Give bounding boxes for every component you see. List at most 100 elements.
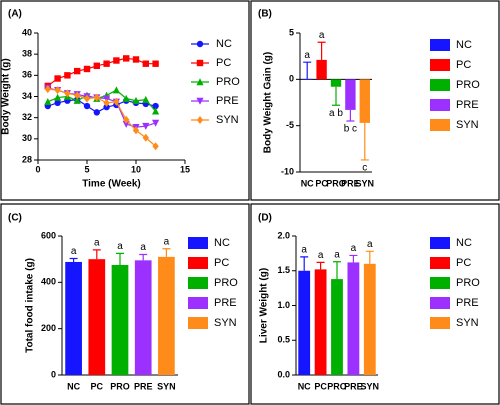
x-tick-label: PC: [314, 381, 327, 391]
marker: [132, 126, 140, 135]
panel-title: (A): [8, 9, 22, 20]
y-tick-label: 28: [22, 154, 32, 164]
legend-label: PC: [214, 257, 229, 269]
marker: [103, 103, 110, 111]
marker: [142, 122, 150, 130]
series-line: [47, 57, 156, 87]
legend-swatch: [188, 237, 208, 249]
legend-label: PRO: [214, 277, 238, 289]
bar: [302, 78, 313, 80]
x-tick-label: NC: [67, 381, 80, 391]
y-tick-label: 2.0: [277, 230, 290, 240]
bar: [345, 79, 356, 110]
legend-swatch: [188, 297, 208, 309]
marker: [64, 72, 71, 79]
x-tick-label: PC: [91, 381, 104, 391]
legend-label: SYN: [456, 119, 479, 131]
marker: [74, 91, 81, 100]
marker: [152, 107, 160, 115]
legend-label: SYN: [456, 317, 479, 329]
legend-label: NC: [216, 38, 232, 50]
x-tick-label: 10: [131, 164, 141, 174]
y-tick-label: 1.0: [277, 300, 290, 310]
panel-frame: [0, 0, 250, 201]
x-tick-label: NC: [301, 178, 314, 188]
legend-label: NC: [214, 237, 230, 249]
marker: [132, 96, 140, 104]
marker: [54, 86, 61, 95]
marker: [93, 62, 100, 70]
marker: [152, 102, 159, 110]
legend-swatch: [188, 257, 208, 269]
y-tick-label: -10: [281, 166, 294, 176]
legend-label: SYN: [214, 317, 237, 329]
bar: [363, 263, 376, 375]
marker: [142, 60, 149, 67]
annotation: c: [362, 163, 367, 174]
error-bar: [303, 61, 312, 79]
bar: [298, 270, 311, 375]
annotation: a: [367, 239, 373, 250]
y-tick-label: 0.0: [277, 369, 290, 379]
x-tick-label: NC: [298, 381, 311, 391]
legend-swatch: [430, 119, 450, 131]
marker: [73, 96, 81, 104]
x-tick-label: PRO: [326, 178, 346, 188]
marker: [44, 85, 51, 94]
panel-frame: [0, 203, 250, 405]
annotation: a: [94, 238, 100, 249]
y-axis-label: Total food intake (g): [25, 258, 36, 353]
legend-label: PC: [456, 257, 471, 269]
y-tick-label: 34: [22, 91, 32, 101]
marker: [132, 56, 140, 63]
bar: [314, 269, 327, 375]
bar: [88, 259, 106, 375]
panel-title: (C): [8, 213, 22, 224]
x-tick-label: 5: [84, 164, 89, 174]
annotation: a: [140, 242, 146, 253]
y-tick-label: 32: [22, 112, 32, 122]
y-tick-label: -5: [286, 120, 294, 130]
y-tick-label: 200: [41, 323, 56, 333]
y-tick-label: 0: [51, 369, 56, 379]
marker: [93, 93, 100, 102]
legend-swatch: [188, 277, 208, 289]
legend-swatch: [430, 277, 450, 289]
legend-swatch: [430, 79, 450, 91]
annotation: a: [318, 250, 324, 261]
error-bar: [349, 254, 358, 263]
legend-swatch: [188, 317, 208, 329]
marker: [54, 75, 61, 82]
annotation: a: [334, 249, 340, 260]
y-tick-label: 400: [41, 277, 56, 287]
error-bar: [92, 249, 101, 260]
annotation: a: [351, 243, 357, 254]
x-tick-label: PRE: [134, 381, 153, 391]
y-tick-label: 600: [41, 230, 56, 240]
marker: [83, 65, 91, 73]
x-tick-label: 15: [180, 164, 190, 174]
legend-label: PRE: [456, 297, 479, 309]
bar: [134, 260, 152, 375]
legend-label: PC: [456, 59, 471, 71]
panel-title: (B): [258, 9, 272, 20]
legend-label: PRE: [216, 95, 239, 107]
marker: [196, 78, 204, 86]
y-axis-label: Body Weight (g): [1, 58, 12, 134]
marker: [196, 97, 204, 105]
marker: [196, 40, 204, 48]
series-line: [47, 87, 156, 128]
error-bar: [300, 256, 309, 271]
legend-label: NC: [456, 39, 472, 51]
legend-label: NC: [456, 237, 472, 249]
legend-swatch: [430, 99, 450, 111]
bar: [65, 261, 82, 375]
legend-swatch: [430, 317, 450, 329]
y-tick-label: 30: [22, 133, 32, 143]
legend-swatch: [430, 39, 450, 51]
y-tick-label: 0.5: [277, 335, 290, 345]
y-tick-label: 0: [289, 74, 294, 84]
x-tick-label: SYN: [361, 381, 380, 391]
x-tick-label: PRE: [344, 381, 363, 391]
